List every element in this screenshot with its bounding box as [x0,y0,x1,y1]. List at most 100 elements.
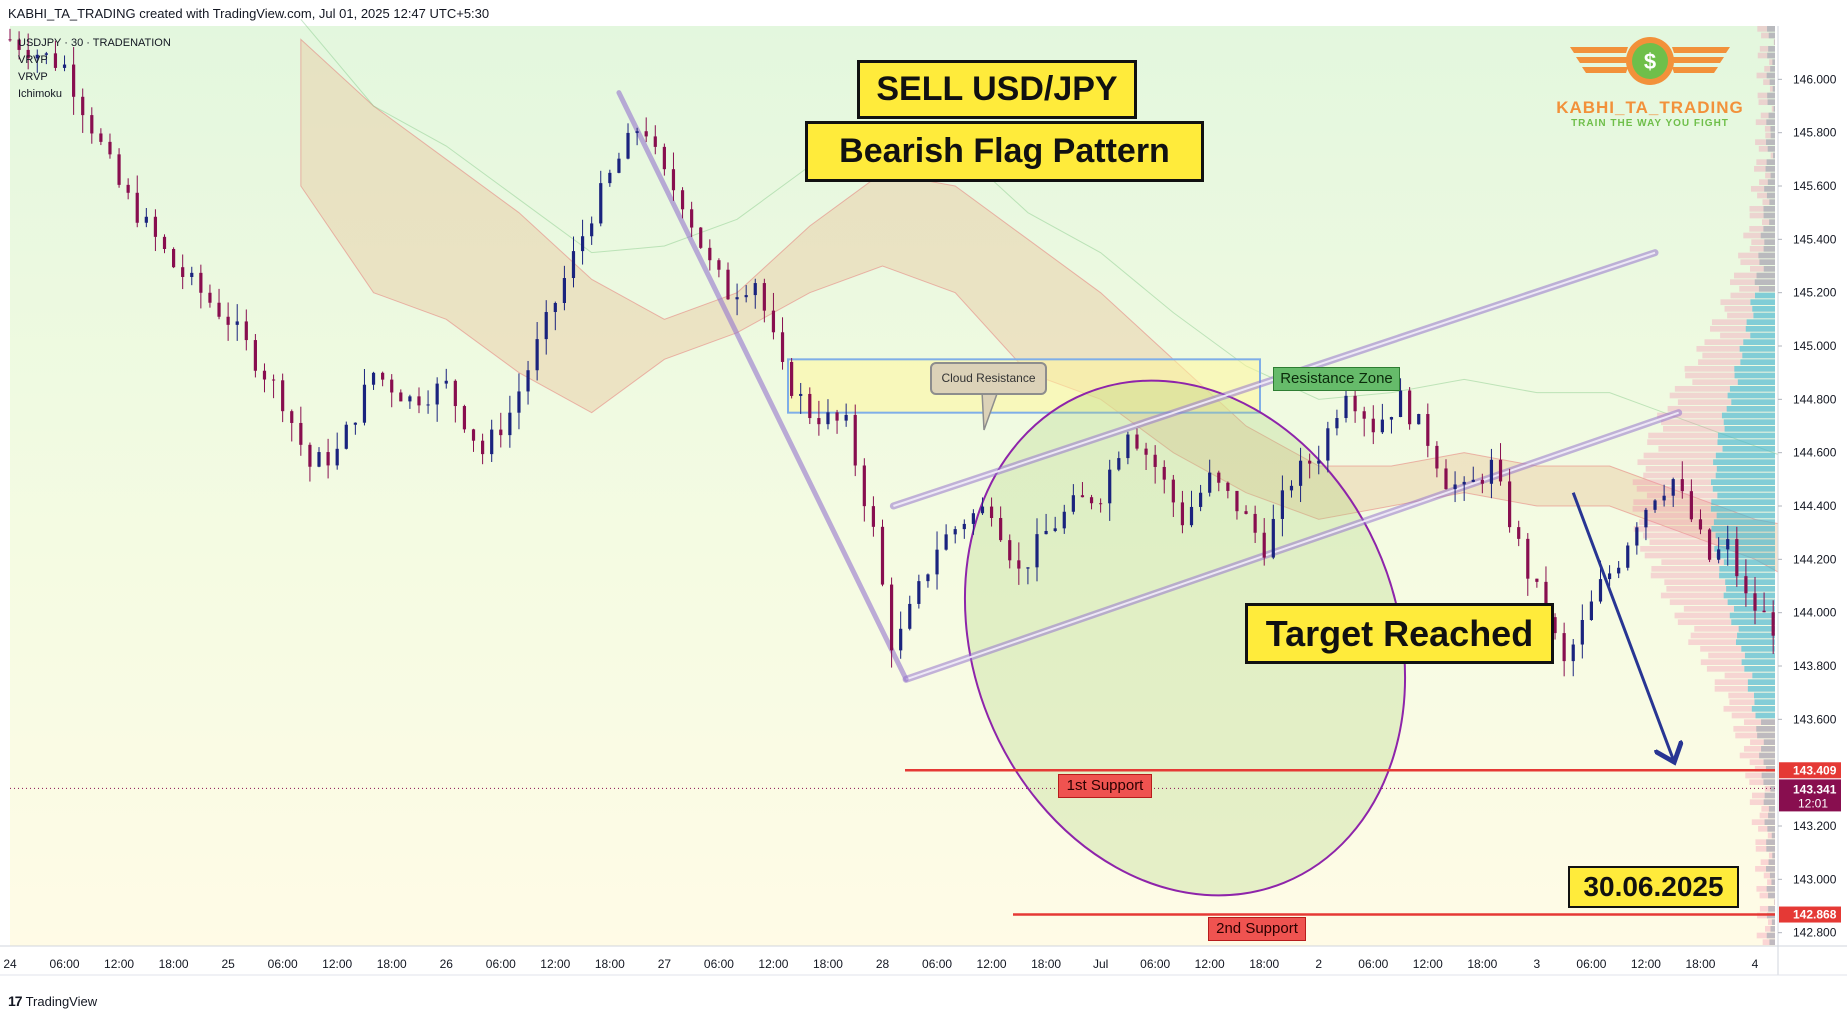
candle [217,288,221,320]
candle [253,334,257,378]
volume-profile-bar [1766,839,1775,845]
volume-profile-bar [1749,226,1775,232]
x-tick-label: 12:00 [104,957,134,971]
candle [1671,477,1675,507]
indicator-vrvp-2[interactable]: VRVP [18,71,48,83]
candle [1380,403,1384,434]
candle [508,395,512,448]
candle [1626,542,1630,571]
candle [1099,498,1103,513]
volume-profile-bar [1647,439,1775,445]
volume-profile-bar [1769,872,1775,879]
volume-profile-bar [1664,579,1775,585]
volume-profile-bar [1702,352,1775,359]
candle [1017,542,1021,585]
candle [408,394,412,409]
candle [1371,405,1375,445]
volume-profile-bar [1758,146,1775,152]
volume-profile-bar [1743,746,1775,752]
candle [1589,590,1594,621]
volume-profile-bar [1663,426,1775,432]
candle [326,438,330,479]
candle [717,258,721,278]
volume-profile-bar [1666,586,1775,592]
candle [1317,445,1321,475]
y-tick-label: 146.000 [1793,72,1837,86]
volume-profile-bar [1717,432,1775,439]
volume-profile-bar [1698,359,1775,365]
x-tick-label: 18:00 [1031,957,1061,971]
volume-profile-bar [1763,212,1775,219]
volume-profile-bar [1747,686,1775,692]
indicator-vrvp-1[interactable]: VRVP [18,54,48,66]
volume-profile-bar [1726,586,1775,592]
indicator-ichimoku[interactable]: Ichimoku [18,88,63,100]
volume-profile-bar [1674,386,1775,392]
volume-profile-bar [1749,206,1775,212]
flag-pole [616,90,909,682]
candle [1071,484,1075,515]
volume-profile-bar [1745,772,1775,779]
candle [1508,468,1512,533]
volume-profile-bar [1711,499,1775,505]
cloud-resistance-label: Cloud Resistance [930,362,1047,395]
y-tick-label: 144.800 [1793,392,1837,406]
volume-profile-bar [1710,479,1775,485]
volume-profile-bar [1768,906,1775,912]
candle [1280,475,1284,537]
candle [744,285,748,303]
x-tick-label: 12:00 [322,957,352,971]
candle [1117,451,1121,472]
volume-profile-bar [1637,459,1775,465]
candle [1089,494,1094,510]
candle [144,207,148,228]
volume-profile-bar [1769,59,1775,65]
volume-profile-bar [1760,859,1775,865]
tradingview-brand[interactable]: 17 TradingView [8,993,97,1009]
volume-profile-bar [1765,166,1775,172]
x-tick-label: 18:00 [1249,957,1279,971]
volume-profile-bar [1756,726,1775,732]
volume-profile-bar [1770,926,1775,932]
volume-profile-bar [1684,366,1775,372]
x-tick-label: 24 [3,957,17,971]
volume-profile-bar [1769,79,1775,85]
candle [8,28,12,42]
volume-profile-bar [1771,919,1775,925]
volume-profile-bar [1756,932,1775,939]
candle [1562,622,1566,677]
volume-profile-bar [1757,192,1775,199]
volume-profile-bar [1763,739,1775,745]
volume-profile-bar [1762,219,1775,225]
volume-profile-bar [1649,539,1775,545]
candle [499,412,503,448]
candle [62,55,67,72]
candle [1689,479,1693,523]
volume-profile-bar [1763,759,1775,765]
volume-profile-bar [1743,339,1775,345]
candle [944,524,948,551]
candle [1435,441,1439,478]
volume-profile-bar [1746,319,1775,325]
volume-profile-bar [1724,426,1775,432]
volume-profile-bar [1764,186,1775,192]
candle [44,51,48,65]
candle [1126,431,1130,465]
x-tick-label: 27 [658,957,672,971]
volume-profile-bar [1700,646,1775,652]
volume-profile-bar [1726,406,1775,412]
volume-profile-bar [1747,679,1775,685]
x-tick-label: 12:00 [977,957,1007,971]
volume-profile-bar [1764,786,1775,792]
x-tick-label: 12:00 [758,957,788,971]
symbol-line[interactable]: USDJPY · 30 · TRADENATION [18,37,171,49]
volume-profile-bar [1633,526,1775,532]
volume-profile-bar [1738,626,1775,632]
candle [1553,613,1557,640]
candle [490,419,494,462]
volume-profile-bar [1724,672,1775,679]
volume-profile-bar [1767,52,1775,59]
volume-profile-bar [1717,439,1775,445]
volume-profile-bar [1768,806,1775,812]
volume-profile-bar [1692,379,1775,385]
